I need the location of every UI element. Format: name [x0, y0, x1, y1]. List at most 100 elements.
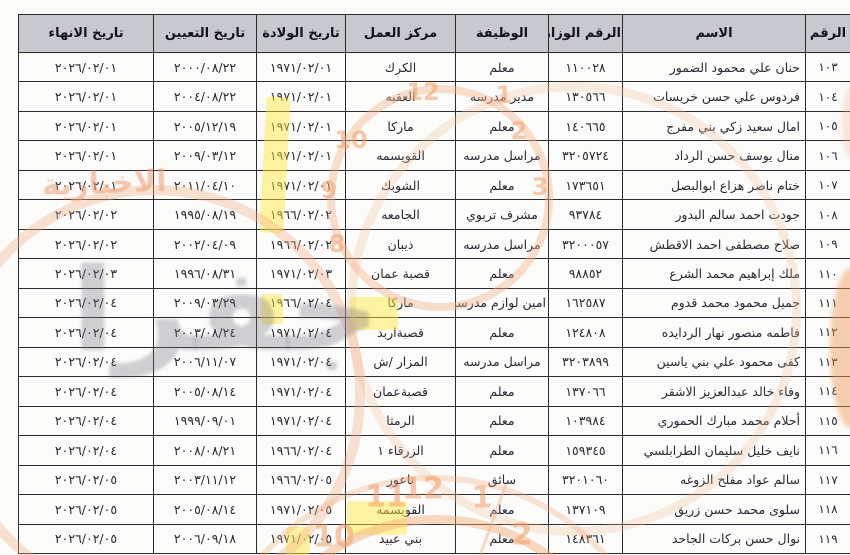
cell-ministry-no: ١٧٣٦٥١ — [548, 169, 623, 201]
cell-end-date: ٢٠٢٦/٠٢/٠٤ — [18, 376, 154, 407]
cell-name: فاطمه منصور نهار الردايده — [622, 317, 806, 348]
cell-hire-date: ٢٠١١/٠٤/١٠ — [153, 169, 257, 201]
cell-end-date: ٢٠٢٦/٠٢/٠٥ — [18, 523, 154, 554]
table-row: ١١٦ نايف خليل سليمان الطرابلسي ١٥٩٣٤٥ معلم ا… — [18, 435, 850, 466]
table-row: ١٠٥ امال سعيد زكي بني مفرج ١٤٠٦٦٥ معلم ماركا… — [18, 110, 850, 142]
cell-ministry-no: ١٤٨٣٦١ — [548, 523, 623, 554]
cell-birth-date: ١٩٦٦/٠٢/٠٢ — [256, 228, 346, 260]
cell-num: ١٠٥ — [805, 110, 850, 142]
cell-ministry-no: ١١٠٠٢٨ — [548, 51, 623, 83]
table-row: ١١١ جميل محمود محمد قدوم ١٦٢٥٨٧ امين لوازم … — [18, 287, 850, 319]
cell-hire-date: ١٩٩٩/٠٩/٠١ — [153, 405, 257, 437]
cell-birth-date: ١٩٧١/٠٢/٠٥ — [256, 523, 346, 554]
cell-work-center: ذيبان — [345, 228, 456, 260]
cell-birth-date: ١٩٧١/٠٢/٠١ — [256, 81, 346, 112]
table-row: ١٠٨ جودت احمد سالم البدور ٩٣٧٨٤ مشرف تربوي ا… — [18, 199, 850, 230]
cell-end-date: ٢٠٢٦/٠٢/٠١ — [18, 169, 154, 201]
cell-job: امين لوازم مدرسه — [455, 287, 549, 319]
cell-work-center: قصبةاربد — [345, 317, 456, 348]
cell-work-center: بني عبيد — [345, 523, 456, 554]
table-row: ١١٩ نوال حسن بركات الجاحد ١٤٨٣٦١ معلم بني عب… — [18, 523, 850, 554]
cell-name: صلاح مصطفى احمد الاقطش — [622, 228, 806, 260]
cell-birth-date: ١٩٧١/٠٢/٠١ — [256, 110, 346, 142]
cell-num: ١١٠ — [805, 258, 850, 289]
cell-ministry-no: ٩٣٧٨٤ — [548, 199, 623, 230]
cell-ministry-no: ١٥٩٣٤٥ — [548, 435, 623, 466]
cell-num: ١٠٤ — [805, 81, 850, 112]
col-header-ministry-no: الرقم الوزاري — [548, 14, 623, 53]
cell-work-center: المزار /ش — [345, 346, 456, 378]
cell-name: نايف خليل سليمان الطرابلسي — [622, 435, 806, 466]
cell-birth-date: ١٩٦٦/٠٢/٠٤ — [256, 287, 346, 319]
cell-num: ١٠٧ — [805, 169, 850, 201]
cell-birth-date: ١٩٧١/٠٢/٠١ — [256, 169, 346, 201]
cell-end-date: ٢٠٢٦/٠٢/٠١ — [18, 51, 154, 83]
cell-work-center: ماركا — [345, 287, 456, 319]
cell-ministry-no: ٩٨٨٥٢ — [548, 258, 623, 289]
cell-num: ١١٥ — [805, 405, 850, 437]
cell-name: جميل محمود محمد قدوم — [622, 287, 806, 319]
cell-work-center: الشوبك — [345, 169, 456, 201]
cell-name: فردوس علي حسن خريسات — [622, 81, 806, 112]
cell-name: منال يوسف حسن الرداد — [622, 140, 806, 171]
cell-hire-date: ٢٠٠٩/٠٣/١٢ — [153, 140, 257, 171]
table-row: ١٠٣ حنان علي محمود الضمور ١١٠٠٢٨ معلم الكرك ١… — [18, 51, 850, 83]
col-header-hire-date: تاريخ التعيين — [153, 14, 257, 53]
cell-end-date: ٢٠٢٦/٠٢/٠٤ — [18, 346, 154, 378]
cell-ministry-no: ١٣٧١٠٩ — [548, 494, 623, 525]
cell-work-center: ناعور — [345, 464, 456, 496]
cell-hire-date: ١٩٩٦/٠٨/٣١ — [153, 258, 257, 289]
cell-work-center: الجامعه — [345, 199, 456, 230]
col-header-end-date: تاريخ الانهاء — [18, 14, 154, 53]
cell-ministry-no: ٣٢٠١٠٦٠ — [548, 464, 623, 496]
cell-hire-date: ٢٠٠٤/٠٨/٢٢ — [153, 81, 257, 112]
cell-job: مدير مدرسه — [455, 81, 549, 112]
cell-job: معلم — [455, 523, 549, 554]
table-row: ١١٤ وفاء خالد عبدالعزيز الاشقر ١٣٧٠٦٦ معلم ق… — [18, 376, 850, 407]
cell-num: ١١٣ — [805, 346, 850, 378]
cell-end-date: ٢٠٢٦/٠٢/٠٤ — [18, 287, 154, 319]
cell-num: ١١٢ — [805, 317, 850, 348]
cell-job: معلم — [455, 110, 549, 142]
table-row: ١١٧ سالم عواد مفلح الزوغه ٣٢٠١٠٦٠ سائق ناعور… — [18, 464, 850, 496]
cell-work-center: قصبة عمان — [345, 258, 456, 289]
cell-ministry-no: ٣٢٠٣٨٩٩ — [548, 346, 623, 378]
cell-work-center: الزرقاء ١ — [345, 435, 456, 466]
cell-end-date: ٢٠٢٦/٠٢/٠٥ — [18, 464, 154, 496]
cell-work-center: القويسمه — [345, 494, 456, 525]
table-body: ١٠٣ حنان علي محمود الضمور ١١٠٠٢٨ معلم الكرك ١… — [18, 51, 850, 554]
cell-name: سالم عواد مفلح الزوغه — [622, 464, 806, 496]
cell-num: ١١٦ — [805, 435, 850, 466]
cell-end-date: ٢٠٢٦/٠٢/٠١ — [18, 140, 154, 171]
cell-name: ختام ناصر هزاع ابوالبصل — [622, 169, 806, 201]
cell-hire-date: ٢٠٠٨/٠٨/٢١ — [153, 435, 257, 466]
cell-work-center: العقبه — [345, 81, 456, 112]
cell-hire-date: ٢٠٠٥/٠٨/١٤ — [153, 494, 257, 525]
cell-job: مراسل مدرسه — [455, 140, 549, 171]
cell-birth-date: ١٩٦٦/٠٢/٠٤ — [256, 435, 346, 466]
cell-num: ١١٩ — [805, 523, 850, 554]
cell-ministry-no: ١٣٠٥٦٦ — [548, 81, 623, 112]
cell-work-center: قصبةعمان — [345, 376, 456, 407]
cell-hire-date: ٢٠٠٠/٠٨/٢٢ — [153, 51, 257, 83]
cell-work-center: الكرك — [345, 51, 456, 83]
cell-end-date: ٢٠٢٦/٠٢/٠١ — [18, 81, 154, 112]
cell-name: وفاء خالد عبدالعزيز الاشقر — [622, 376, 806, 407]
cell-ministry-no: ١٤٠٦٦٥ — [548, 110, 623, 142]
cell-birth-date: ١٩٧١/٠٢/٠٤ — [256, 405, 346, 437]
table-row: ١٠٧ ختام ناصر هزاع ابوالبصل ١٧٣٦٥١ معلم الشو… — [18, 169, 850, 201]
cell-birth-date: ١٩٧١/٠٢/٠٤ — [256, 376, 346, 407]
cell-num: ١٠٨ — [805, 199, 850, 230]
cell-num: ١١٧ — [805, 464, 850, 496]
cell-end-date: ٢٠٢٦/٠٢/٠١ — [18, 110, 154, 142]
table-header: الرقم الاسم الرقم الوزاري الوظيفة مركز ا… — [18, 14, 850, 53]
cell-ministry-no: ١٣٧٠٦٦ — [548, 376, 623, 407]
cell-job: معلم — [455, 258, 549, 289]
cell-num: ١٠٩ — [805, 228, 850, 260]
cell-hire-date: ٢٠٠٣/٠٨/٢٤ — [153, 317, 257, 348]
table-row: ١١٠ ملك إبراهيم محمد الشرع ٩٨٨٥٢ معلم قصبة ع… — [18, 258, 850, 289]
cell-work-center: ماركا — [345, 110, 456, 142]
cell-hire-date: ٢٠٠٥/١٢/١٩ — [153, 110, 257, 142]
cell-job: معلم — [455, 317, 549, 348]
